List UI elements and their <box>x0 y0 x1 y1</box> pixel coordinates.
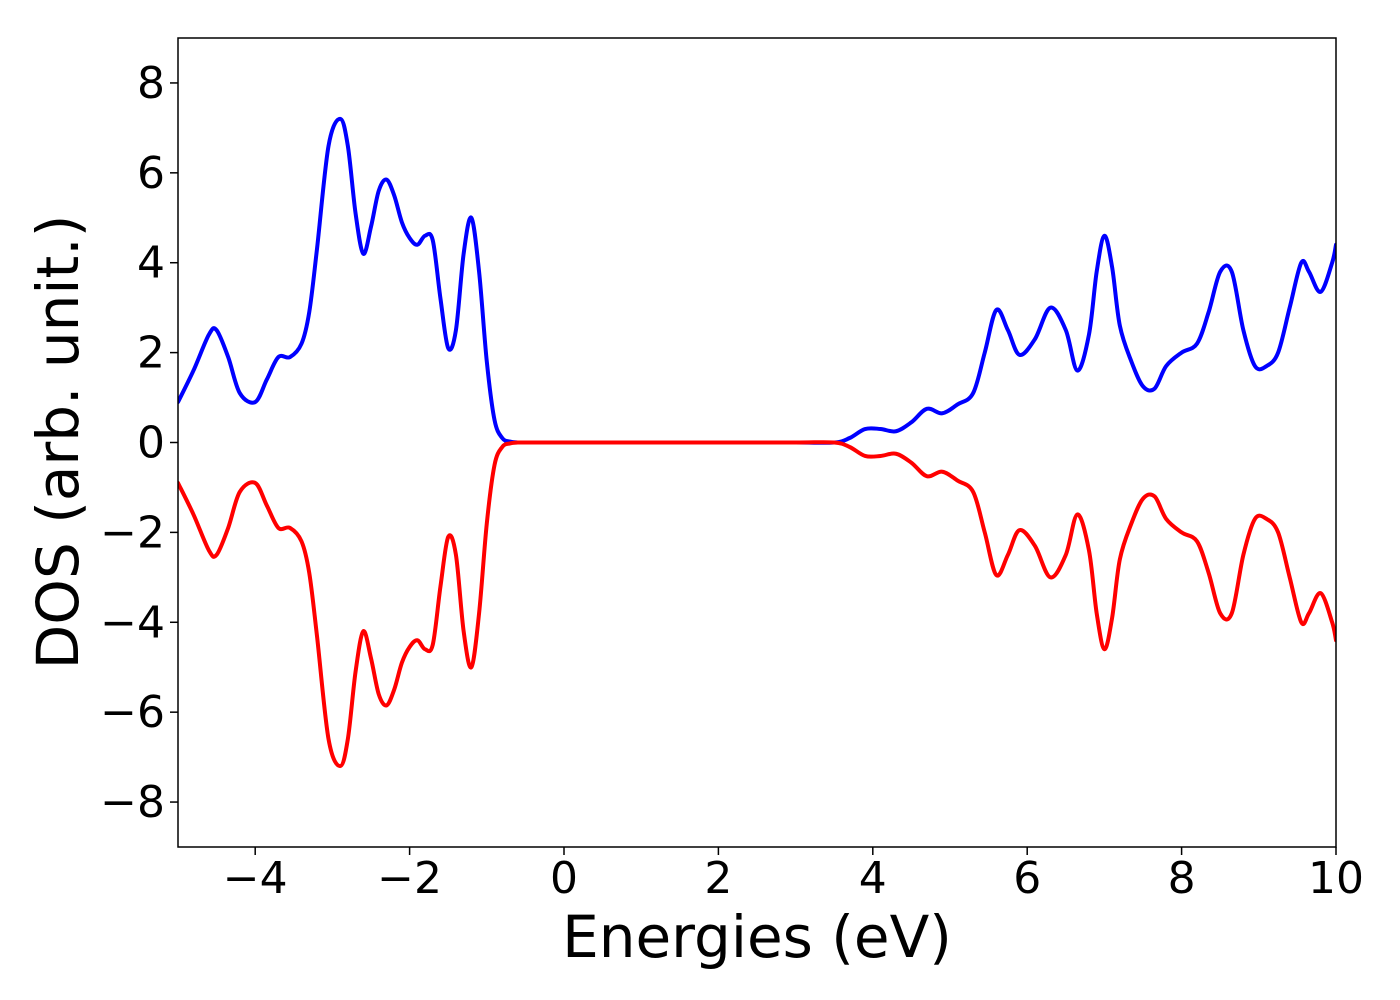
y-tick-label: 8 <box>137 58 165 109</box>
y-tick-label: 0 <box>137 418 165 469</box>
x-tick-label: 6 <box>1013 853 1041 904</box>
y-tick-label: −4 <box>100 597 165 648</box>
dos-series-line-negative <box>178 440 1336 769</box>
x-tick-label: 8 <box>1168 853 1196 904</box>
y-tick-label: 2 <box>137 328 165 379</box>
y-tick-label: 6 <box>137 148 165 199</box>
y-tick-label: −2 <box>100 507 165 558</box>
y-axis-label: DOS (arb. unit.) <box>24 215 92 670</box>
x-tick-label: −4 <box>223 853 288 904</box>
y-tick-label: −6 <box>100 687 165 738</box>
x-axis-label: Energies (eV) <box>562 903 952 971</box>
x-tick-label: 10 <box>1308 853 1364 904</box>
x-tick-label: 2 <box>704 853 732 904</box>
y-tick-label: −8 <box>100 777 165 828</box>
x-axis-ticks: −4 −2 0 2 4 6 8 10 <box>223 847 1364 904</box>
x-tick-label: −2 <box>377 853 442 904</box>
y-axis-ticks: −8 −6 −4 −2 0 2 4 6 8 <box>100 58 178 828</box>
x-tick-label: 4 <box>859 853 887 904</box>
series-layer <box>178 116 1336 769</box>
dos-series-line-positive <box>178 116 1336 445</box>
y-tick-label: 4 <box>137 238 165 289</box>
x-tick-label: 0 <box>550 853 578 904</box>
